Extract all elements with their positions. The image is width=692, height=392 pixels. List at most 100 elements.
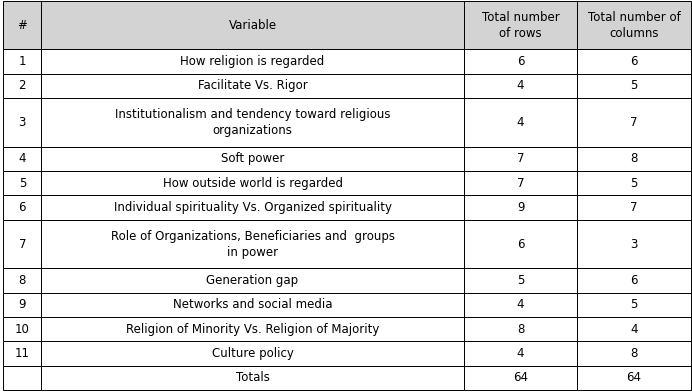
Bar <box>464 293 577 317</box>
Bar <box>577 171 691 196</box>
Text: Religion of Minority Vs. Religion of Majority: Religion of Minority Vs. Religion of Maj… <box>126 323 379 336</box>
Text: 5: 5 <box>630 298 637 311</box>
Bar <box>3 341 42 366</box>
Bar <box>42 74 464 98</box>
Text: 7: 7 <box>630 201 637 214</box>
Bar <box>464 366 577 390</box>
Text: How religion is regarded: How religion is regarded <box>181 55 325 68</box>
Text: Variable: Variable <box>228 18 277 32</box>
Text: 5: 5 <box>517 274 525 287</box>
Bar <box>464 196 577 220</box>
Bar <box>42 49 464 74</box>
Bar <box>3 293 42 317</box>
Text: 4: 4 <box>630 323 637 336</box>
Bar <box>577 74 691 98</box>
Bar <box>464 171 577 196</box>
Bar <box>42 220 464 269</box>
Bar <box>577 1 691 49</box>
Text: 4: 4 <box>19 152 26 165</box>
Bar <box>464 220 577 269</box>
Text: 5: 5 <box>19 177 26 190</box>
Text: 64: 64 <box>626 371 641 385</box>
Text: 3: 3 <box>19 116 26 129</box>
Text: 7: 7 <box>517 177 525 190</box>
Text: 5: 5 <box>630 80 637 93</box>
Bar <box>3 147 42 171</box>
Bar <box>3 74 42 98</box>
Text: 9: 9 <box>517 201 525 214</box>
Text: Facilitate Vs. Rigor: Facilitate Vs. Rigor <box>198 80 307 93</box>
Bar <box>42 269 464 293</box>
Text: Role of Organizations, Beneficiaries and  groups
in power: Role of Organizations, Beneficiaries and… <box>111 230 394 259</box>
Bar <box>464 317 577 341</box>
Text: How outside world is regarded: How outside world is regarded <box>163 177 343 190</box>
Text: 3: 3 <box>630 238 637 250</box>
Bar <box>3 269 42 293</box>
Bar <box>3 98 42 147</box>
Text: 1: 1 <box>19 55 26 68</box>
Bar <box>42 1 464 49</box>
Bar <box>42 293 464 317</box>
Bar <box>464 341 577 366</box>
Text: #: # <box>17 18 27 32</box>
Bar <box>464 269 577 293</box>
Text: 6: 6 <box>630 55 637 68</box>
Text: Culture policy: Culture policy <box>212 347 293 360</box>
Bar <box>3 49 42 74</box>
Text: 4: 4 <box>517 80 525 93</box>
Text: 7: 7 <box>630 116 637 129</box>
Text: Total number
of rows: Total number of rows <box>482 11 559 40</box>
Text: 6: 6 <box>19 201 26 214</box>
Text: Soft power: Soft power <box>221 152 284 165</box>
Bar <box>464 98 577 147</box>
Bar <box>464 49 577 74</box>
Text: 8: 8 <box>517 323 525 336</box>
Text: Networks and social media: Networks and social media <box>173 298 332 311</box>
Text: Totals: Totals <box>235 371 269 385</box>
Bar <box>42 366 464 390</box>
Text: 6: 6 <box>630 274 637 287</box>
Text: 8: 8 <box>630 347 637 360</box>
Text: Generation gap: Generation gap <box>206 274 299 287</box>
Text: 2: 2 <box>19 80 26 93</box>
Text: 64: 64 <box>513 371 528 385</box>
Bar <box>577 317 691 341</box>
Bar <box>42 196 464 220</box>
Bar <box>577 147 691 171</box>
Bar <box>42 341 464 366</box>
Bar <box>3 171 42 196</box>
Text: 7: 7 <box>517 152 525 165</box>
Text: 10: 10 <box>15 323 30 336</box>
Bar <box>464 147 577 171</box>
Bar <box>42 317 464 341</box>
Text: 9: 9 <box>19 298 26 311</box>
Bar <box>577 98 691 147</box>
Bar <box>464 1 577 49</box>
Text: Total number of
columns: Total number of columns <box>588 11 680 40</box>
Text: 8: 8 <box>19 274 26 287</box>
Text: 4: 4 <box>517 347 525 360</box>
Bar <box>577 293 691 317</box>
Text: 8: 8 <box>630 152 637 165</box>
Text: Individual spirituality Vs. Organized spirituality: Individual spirituality Vs. Organized sp… <box>113 201 392 214</box>
Bar <box>3 1 42 49</box>
Text: 11: 11 <box>15 347 30 360</box>
Bar <box>577 269 691 293</box>
Bar <box>42 98 464 147</box>
Text: 5: 5 <box>630 177 637 190</box>
Bar <box>42 171 464 196</box>
Text: 4: 4 <box>517 298 525 311</box>
Bar <box>577 341 691 366</box>
Bar <box>577 196 691 220</box>
Text: 7: 7 <box>19 238 26 250</box>
Text: 6: 6 <box>517 238 525 250</box>
Bar <box>3 196 42 220</box>
Text: Institutionalism and tendency toward religious
organizations: Institutionalism and tendency toward rel… <box>115 108 390 137</box>
Bar <box>3 220 42 269</box>
Bar <box>42 147 464 171</box>
Bar <box>577 49 691 74</box>
Bar <box>577 366 691 390</box>
Text: 4: 4 <box>517 116 525 129</box>
Bar <box>464 74 577 98</box>
Bar <box>577 220 691 269</box>
